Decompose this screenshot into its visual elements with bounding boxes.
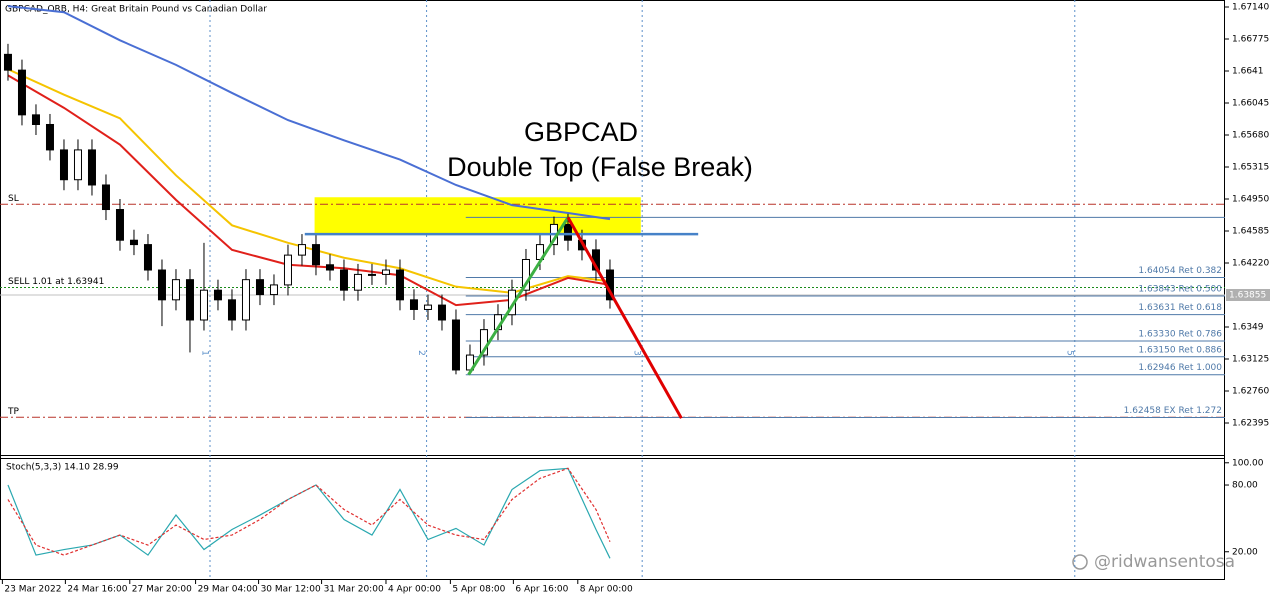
candle-body xyxy=(59,149,68,181)
y-tick-label: 1.62760 xyxy=(1232,387,1269,397)
y-tick-label: 1.65315 xyxy=(1232,163,1269,173)
moving-average xyxy=(7,5,611,221)
fib-label: 1.63843 Ret 0.500 xyxy=(1138,285,1222,295)
y-tick-label: 1.64585 xyxy=(1232,227,1269,237)
fib-label: 1.62458 EX Ret 1.272 xyxy=(1124,406,1222,416)
current-price-label: 1.63855 xyxy=(1229,291,1266,301)
y-tick-label: 1.67140 xyxy=(1232,3,1269,13)
header: GBPCAD_ORB, H4: Great Britain Pound vs C… xyxy=(5,5,267,15)
fib-label: 1.63150 Ret 0.886 xyxy=(1138,345,1222,355)
trend-line xyxy=(566,216,683,419)
chart-subtitle: Double Top (False Break) xyxy=(447,152,753,182)
candle-body xyxy=(255,279,264,296)
candle-body xyxy=(171,279,180,301)
y-tick-label: 1.6641 xyxy=(1232,67,1264,77)
candle-body xyxy=(451,319,460,371)
candle-body xyxy=(395,269,404,301)
candle-body xyxy=(339,269,348,291)
fib-label: 1.63330 Ret 0.786 xyxy=(1138,330,1222,340)
x-tick-label: 31 Mar 20:00 xyxy=(324,585,384,595)
chart-title: GBPCAD xyxy=(524,117,638,147)
fib-label: 1.62946 Ret 1.000 xyxy=(1138,363,1222,373)
x-tick-label: 6 Apr 16:00 xyxy=(515,585,568,595)
level-label: SL xyxy=(8,194,19,204)
candle-body xyxy=(115,209,124,241)
candle-body xyxy=(87,149,96,186)
trend-line xyxy=(467,216,570,376)
time-marker-label: 5 xyxy=(1064,350,1074,356)
x-tick-label: 29 Mar 04:00 xyxy=(198,585,258,595)
candle-body xyxy=(17,69,26,116)
x-tick-label: 30 Mar 12:00 xyxy=(261,585,321,595)
x-tick-label: 27 Mar 20:00 xyxy=(132,585,192,595)
y-tick-label: 1.6349 xyxy=(1232,323,1264,333)
level-label: SELL 1.01 at 1.63941 xyxy=(8,277,104,287)
y-tick-label: 1.64220 xyxy=(1232,259,1269,269)
candle-body xyxy=(563,223,572,241)
candle-body xyxy=(381,269,390,275)
candle-body xyxy=(31,114,40,125)
x-tick-label: 23 Mar 2022 xyxy=(4,585,61,595)
candle-body xyxy=(311,244,320,266)
indicator-title: Stoch(5,3,3) 14.10 28.99 xyxy=(6,463,119,473)
candle-body xyxy=(45,123,54,151)
time-marker-label: 1 xyxy=(200,350,210,356)
candle-body xyxy=(353,273,362,291)
candle-body xyxy=(423,304,432,310)
candle-body xyxy=(185,279,194,321)
time-marker-label: 2 xyxy=(416,350,426,356)
fib-label: 1.63631 Ret 0.618 xyxy=(1138,303,1222,313)
candle-body xyxy=(213,289,222,301)
level-label: TP xyxy=(7,407,19,417)
watermark-icon xyxy=(1072,554,1088,570)
candle-body xyxy=(269,284,278,296)
indicator-line xyxy=(7,467,611,556)
zone xyxy=(314,197,641,234)
y-tick-label: 1.65680 xyxy=(1232,131,1269,141)
candle-body xyxy=(521,258,530,291)
y-tick-label: 1.66775 xyxy=(1232,35,1269,45)
y-tick-label: 1.63125 xyxy=(1232,355,1269,365)
candle-body xyxy=(227,299,236,321)
y-tick-label: 1.62395 xyxy=(1232,419,1269,429)
candle-body xyxy=(325,264,334,271)
candle-body xyxy=(157,269,166,301)
fib-label: 1.64054 Ret 0.382 xyxy=(1138,266,1222,276)
candle-body xyxy=(129,239,138,246)
current-price-box xyxy=(1226,289,1270,302)
candle-body xyxy=(143,244,152,271)
candle-body xyxy=(101,184,110,211)
x-tick-label: 8 Apr 00:00 xyxy=(580,585,633,595)
candle-body xyxy=(297,244,306,256)
candle-body xyxy=(73,149,82,181)
watermark: @ridwansentosa xyxy=(1094,552,1235,572)
y-tick-label: 100.00 xyxy=(1232,458,1264,468)
candle-body xyxy=(409,299,418,310)
candle-body xyxy=(283,254,292,286)
x-tick-label: 4 Apr 00:00 xyxy=(388,585,441,595)
y-tick-label: 1.64950 xyxy=(1232,195,1269,205)
x-tick-label: 24 Mar 16:00 xyxy=(67,585,127,595)
candle-body xyxy=(241,279,250,321)
y-tick-label: 80.00 xyxy=(1232,481,1258,491)
y-tick-label: 1.66045 xyxy=(1232,99,1269,109)
candle-body xyxy=(437,304,446,321)
candle-body xyxy=(3,53,12,71)
candle-body xyxy=(367,273,376,276)
x-tick-label: 5 Apr 08:00 xyxy=(452,585,505,595)
y-tick-label: 20.00 xyxy=(1232,547,1258,557)
candle-body xyxy=(199,289,208,321)
time-marker-label: 3 xyxy=(632,350,642,356)
